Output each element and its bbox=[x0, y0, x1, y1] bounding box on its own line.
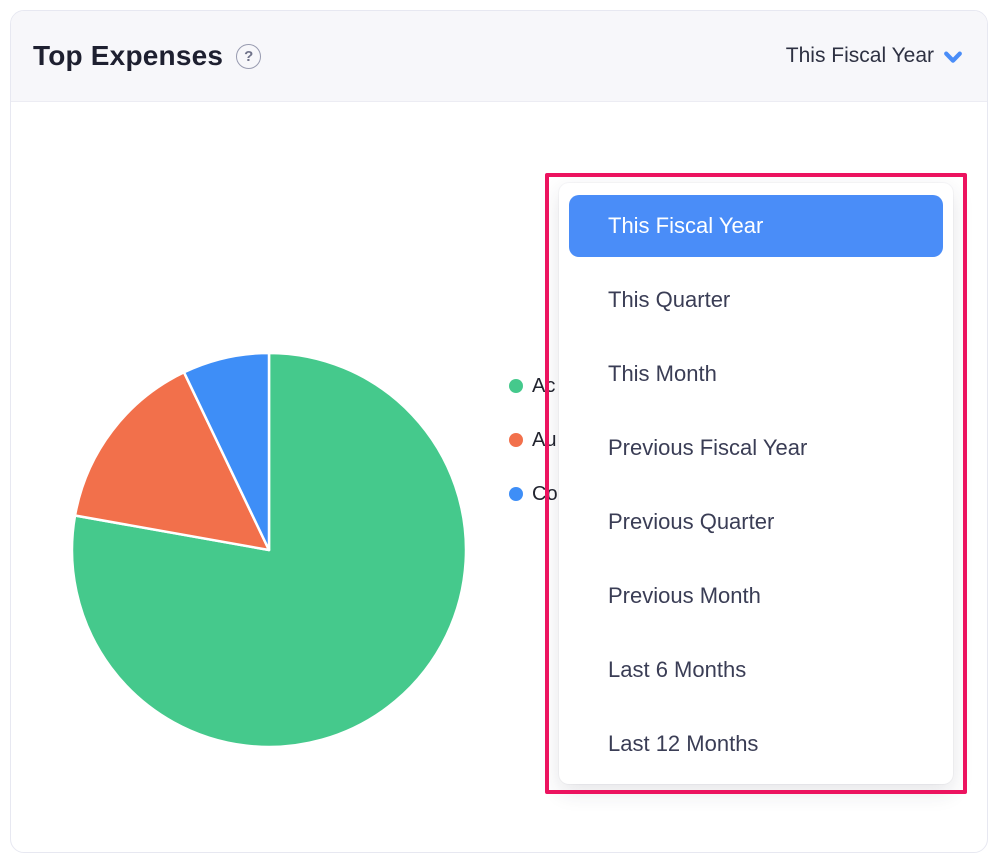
legend-label: Au bbox=[532, 428, 557, 451]
widget-header: Top Expenses ? This Fiscal Year bbox=[11, 11, 987, 102]
menu-item-previous-quarter[interactable]: Previous Quarter bbox=[608, 509, 775, 534]
help-icon[interactable]: ? bbox=[236, 43, 262, 69]
menu-item-this-month[interactable]: This Month bbox=[608, 361, 717, 386]
legend-label: Co bbox=[532, 482, 558, 505]
menu-item-last-6-months[interactable]: Last 6 Months bbox=[608, 657, 747, 682]
legend-item[interactable]: Au bbox=[509, 426, 556, 454]
legend-dot bbox=[509, 379, 523, 393]
menu-item-last-12-months[interactable]: Last 12 Months bbox=[608, 731, 759, 756]
menu-item-this-quarter[interactable]: This Quarter bbox=[608, 287, 731, 312]
widget-body: Ac Au Co This Fiscal Year This Quarter T… bbox=[11, 103, 987, 852]
legend-item[interactable]: Ac bbox=[509, 372, 555, 400]
menu-item-previous-fiscal-year[interactable]: Previous Fiscal Year bbox=[608, 435, 808, 460]
widget-title: Top Expenses bbox=[33, 40, 224, 71]
chevron-down-icon bbox=[944, 51, 962, 63]
period-dropdown-menu: This Fiscal Year This Quarter This Month… bbox=[559, 183, 953, 784]
period-selector[interactable]: This Fiscal Year bbox=[786, 44, 963, 68]
legend-dot bbox=[509, 487, 523, 501]
menu-item-this-fiscal-year[interactable]: This Fiscal Year bbox=[569, 195, 943, 257]
legend-dot bbox=[509, 433, 523, 447]
pie-chart[interactable] bbox=[69, 350, 469, 750]
period-selector-label: This Fiscal Year bbox=[785, 44, 934, 67]
menu-item-previous-month[interactable]: Previous Month bbox=[608, 583, 761, 608]
legend-item[interactable]: Co bbox=[509, 480, 558, 508]
legend-label: Ac bbox=[532, 374, 556, 397]
top-expenses-widget: Top Expenses ? This Fiscal Year Ac Au Co bbox=[10, 10, 988, 853]
